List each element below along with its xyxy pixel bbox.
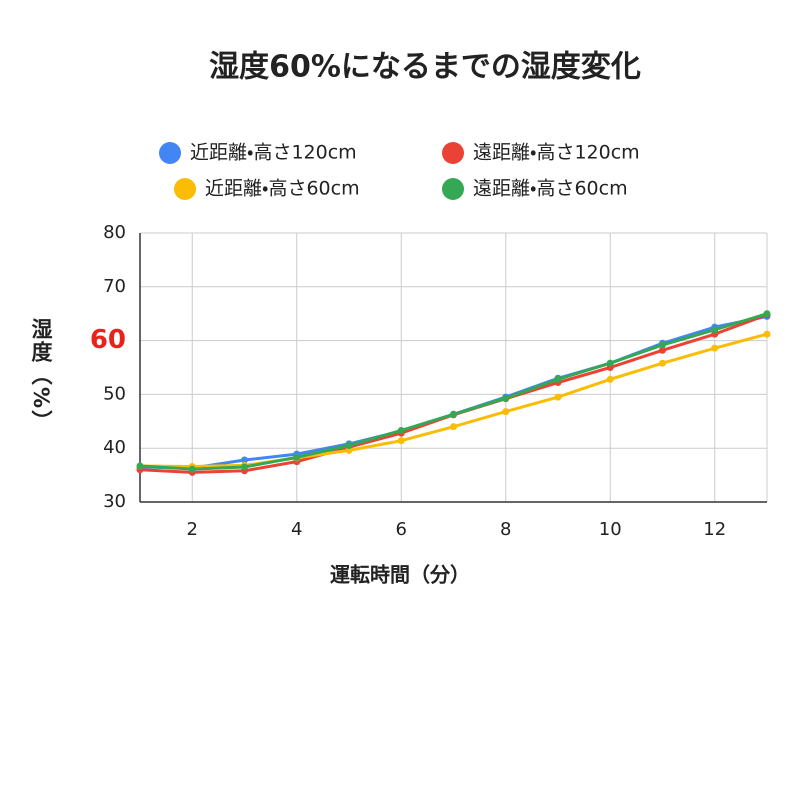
legend-label: 遠距離・高さ120cm [473,142,640,164]
data-point [606,359,614,367]
data-point [450,410,457,418]
data-point [397,426,405,434]
data-point [188,465,196,473]
x-tick-label: 10 [599,519,622,540]
chart-title: 湿度60%になるまでの湿度変化 [209,50,641,85]
data-point [241,463,248,471]
data-point [554,393,562,401]
legend-swatch [442,142,464,164]
data-point [502,408,510,416]
data-point [397,437,405,445]
x-tick-label: 8 [500,519,511,540]
legend-swatch [442,178,464,200]
data-point [450,423,457,431]
y-tick-label: 70 [103,276,126,297]
data-point [554,375,562,383]
y-tick-label: 60 [90,325,126,355]
y-tick-label: 50 [103,383,126,404]
y-axis-label: 湿度（%） [29,318,53,434]
data-point [345,442,353,450]
data-point [293,453,301,461]
data-point [659,346,666,354]
data-point [763,310,771,318]
legend-label: 遠距離・高さ60cm [473,178,628,200]
data-point [606,375,614,383]
data-point [711,344,719,352]
legend-swatch [159,142,181,164]
data-point [136,462,144,470]
data-point [345,446,353,454]
y-tick-label: 80 [103,222,126,243]
x-axis-label: 運転時間（分） [330,563,470,587]
data-point [659,341,666,349]
x-tick-label: 12 [703,519,726,540]
series-line [139,313,768,474]
y-tick-label: 30 [103,491,126,512]
data-point [241,456,248,464]
series-line [139,332,768,468]
legend-swatch [174,178,196,200]
x-tick-label: 2 [187,519,198,540]
data-point [659,359,666,367]
x-tick-label: 6 [396,519,407,540]
y-tick-label: 40 [103,437,126,458]
series-line [139,312,768,471]
data-point [711,326,719,334]
legend-label: 近距離・高さ120cm [190,142,357,164]
legend-label: 近距離・高さ60cm [205,178,360,200]
data-point [502,394,510,402]
data-point [763,330,771,338]
x-tick-label: 4 [291,519,302,540]
series-line [139,314,768,470]
